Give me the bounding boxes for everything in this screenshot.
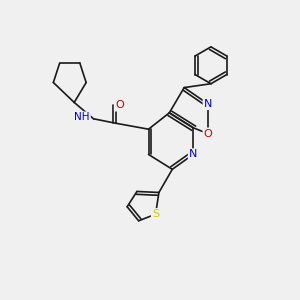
Text: S: S	[152, 209, 159, 219]
Text: N: N	[189, 149, 197, 160]
Text: O: O	[115, 100, 124, 110]
Text: N: N	[204, 99, 212, 109]
Text: O: O	[204, 129, 212, 139]
Text: NH: NH	[74, 112, 90, 122]
